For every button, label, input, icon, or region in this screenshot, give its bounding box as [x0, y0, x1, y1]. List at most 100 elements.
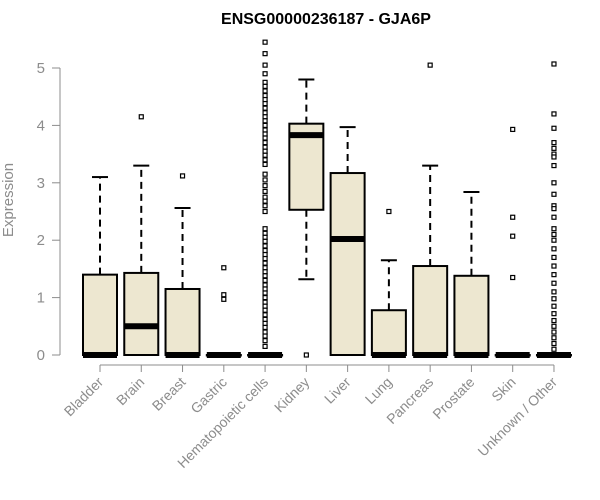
box-lung	[370, 208, 407, 358]
outlier-point	[262, 96, 268, 103]
outlier-point	[262, 303, 268, 309]
outlier-point	[262, 194, 268, 200]
outlier-point	[551, 340, 557, 347]
outlier-point	[262, 208, 268, 215]
box-pancreas	[412, 62, 449, 358]
outlier-point	[262, 316, 268, 323]
y-tick-label: 5	[37, 60, 45, 77]
outlier-point	[262, 79, 268, 85]
outlier-point	[551, 191, 557, 197]
outlier-point	[262, 260, 268, 266]
outlier-point	[262, 251, 268, 258]
outlier-point	[551, 346, 557, 352]
outlier-point	[551, 246, 557, 252]
outlier-point	[510, 126, 516, 133]
outlier-point	[262, 105, 268, 111]
boxes-group	[82, 39, 572, 358]
outlier-point	[262, 110, 268, 116]
box-kidney	[288, 78, 325, 358]
outlier-point	[551, 214, 557, 220]
y-tick-label: 4	[37, 117, 45, 134]
outlier-point	[262, 265, 268, 271]
outlier-point	[551, 125, 557, 131]
outlier-point	[551, 145, 557, 151]
outlier-point	[262, 39, 268, 45]
outlier-point	[262, 177, 268, 183]
outlier-point	[551, 254, 557, 261]
chart-title: ENSG00000236187 - GJA6P	[221, 11, 431, 28]
outlier-point	[551, 180, 557, 186]
box-body	[329, 172, 366, 356]
x-tick-label: Breast	[149, 374, 189, 414]
outlier-point	[262, 290, 268, 296]
outlier-point	[262, 320, 268, 327]
outlier-point	[262, 135, 268, 141]
box-brain	[123, 114, 160, 356]
outlier-point	[551, 61, 557, 67]
outlier-point	[551, 289, 557, 295]
outlier-point	[551, 311, 557, 317]
outlier-point	[551, 231, 557, 238]
outlier-point	[262, 234, 268, 240]
outlier-point	[262, 282, 268, 288]
outlier-point	[262, 71, 268, 77]
outlier-point	[262, 161, 268, 168]
outlier-point	[262, 343, 268, 349]
outlier-point	[303, 352, 309, 358]
box-unknown-other	[535, 61, 572, 358]
outlier-point	[551, 162, 557, 169]
outlier-point	[221, 265, 227, 271]
outlier-point	[427, 62, 433, 68]
box-skin	[494, 126, 531, 358]
y-tick-label: 0	[37, 347, 45, 364]
outlier-point	[179, 173, 186, 179]
outlier-point	[262, 269, 268, 275]
outlier-point	[262, 273, 268, 279]
box-body	[453, 274, 490, 356]
box-liver	[329, 126, 366, 356]
outlier-point	[551, 140, 557, 146]
outlier-point	[262, 277, 268, 283]
x-tick-label: Brain	[113, 374, 147, 408]
outlier-point	[262, 157, 268, 163]
outlier-point	[262, 148, 268, 154]
outlier-point	[262, 299, 268, 305]
outlier-point	[510, 233, 516, 239]
box-body	[412, 265, 449, 356]
x-tick-label: Kidney	[271, 374, 313, 416]
y-axis-label: Expression	[0, 163, 17, 237]
box-body	[82, 273, 118, 357]
x-tick-label: Prostate	[429, 374, 477, 422]
outlier-point	[262, 188, 268, 195]
y-axis: 0 1 2 3 4 5	[37, 60, 61, 364]
outlier-point	[551, 237, 557, 243]
x-tick-label: Bladder	[61, 374, 107, 420]
outlier-point	[262, 131, 268, 137]
outlier-point	[262, 286, 268, 292]
outlier-point	[262, 88, 268, 94]
box-gastric	[205, 265, 242, 358]
outlier-point	[221, 296, 227, 302]
box-prostate	[453, 190, 490, 358]
outlier-point	[262, 329, 268, 335]
outlier-point	[262, 203, 268, 209]
x-tick-label: Liver	[321, 374, 354, 407]
box-bladder	[82, 176, 118, 358]
box-body	[123, 271, 160, 356]
outlier-point	[551, 263, 557, 269]
outlier-point	[551, 280, 557, 286]
outlier-point	[262, 144, 268, 150]
outlier-point	[551, 206, 557, 212]
outlier-point	[551, 154, 557, 160]
x-tick-label: Lung	[362, 374, 395, 407]
outlier-point	[262, 62, 268, 68]
outlier-point	[510, 274, 516, 281]
outlier-point	[221, 292, 227, 298]
outlier-point	[551, 323, 557, 329]
outlier-point	[262, 238, 268, 244]
box-breast	[164, 173, 201, 358]
outlier-point	[262, 295, 268, 301]
outlier-point	[551, 335, 557, 341]
